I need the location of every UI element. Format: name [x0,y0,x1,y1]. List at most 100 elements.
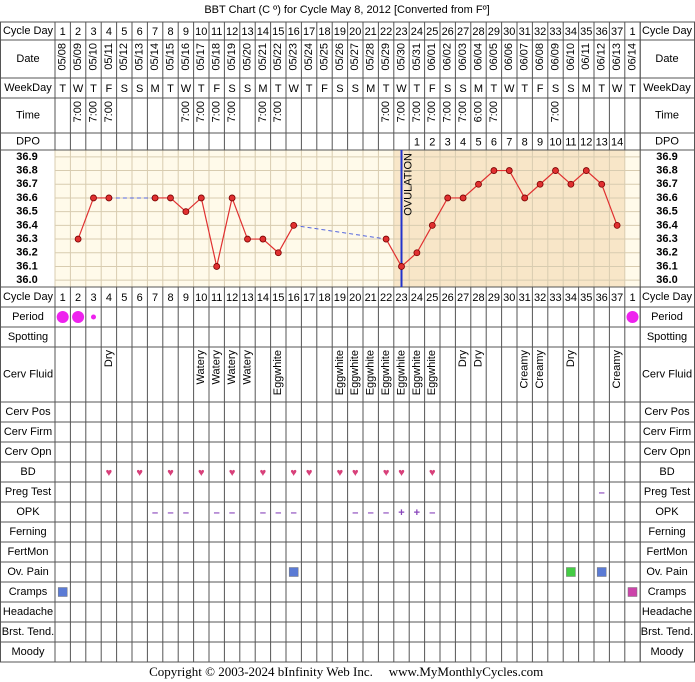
temperature-point [613,221,621,229]
temperature-point [552,167,559,174]
cell-text: T [198,83,205,95]
cell-text: ♥ [383,467,390,479]
y-tick-label-right: 36.2 [656,247,677,259]
cell-text: 27 [457,292,469,304]
cell-text: S [567,83,574,95]
cell-vertical-text: 05/25 [318,43,330,71]
cell-vertical-text: Watery [211,350,223,385]
cell-text: 36 [596,26,608,38]
y-tick-label-right: 36.0 [656,274,677,286]
temperature-point [151,194,159,202]
cell-text: ♥ [106,467,113,479]
cell-vertical-text: 05/17 [195,43,207,71]
y-tick-label-right: 36.6 [656,192,677,204]
row-label: Cycle Day [3,291,54,303]
cell-text: 13 [596,136,608,148]
row-label-right: FertMon [647,546,688,558]
cell-text: W [73,83,84,95]
cell-vertical-text: 06/03 [457,43,469,71]
cell-text: 1 [629,292,635,304]
row-label: Cycle Day [3,25,54,37]
cell-text: S [459,83,466,95]
cell-text: – [229,507,235,519]
cell-text: 7 [152,292,158,304]
cell-text: 31 [519,26,531,38]
cell-text: 3 [90,26,96,38]
cell-text: 28 [472,292,484,304]
row-label: Preg Test [5,486,51,498]
row-label: OPK [16,506,40,518]
row-label: Cerv Pos [5,406,51,418]
cell-text: 17 [303,26,315,38]
row-label: Brst. Tend. [2,626,54,638]
cell-text: ♥ [260,467,267,479]
row-label-right: Cerv Firm [643,426,691,438]
cell-text: S [136,83,143,95]
cell-text: W [181,83,192,95]
row-label-right: Cerv Opn [643,446,690,458]
cell-vertical-text: 06/02 [442,43,454,71]
cell-vertical-text: 06/10 [565,43,577,71]
cell-text: ♥ [337,467,344,479]
cell-text: 35 [580,26,592,38]
temperature-point [536,180,544,188]
row-label: Moody [11,646,45,658]
temperature-point [444,194,452,202]
cell-vertical-text: 05/26 [334,43,346,71]
cell-vertical-text: 06/09 [549,43,561,71]
cell-vertical-text: Creamy [519,350,531,389]
cell-text: 6 [491,136,497,148]
cell-text: 16 [288,26,300,38]
cell-text: W [504,83,515,95]
cell-text: M [151,83,160,95]
temperature-point [90,194,97,202]
cell-text: 20 [349,26,361,38]
cell-text: ♥ [198,467,205,479]
cell-vertical-text: 7:00 [457,101,469,122]
cell-text: M [582,83,591,95]
cell-vertical-text: 7:00 [72,101,84,122]
cell-vertical-text: 06/04 [472,43,484,71]
y-tick-label: 36.3 [16,233,37,245]
cell-text: 10 [195,26,207,38]
row-label: Cerv Fluid [3,368,53,380]
temperature-point [459,194,467,202]
cell-vertical-text: 05/23 [288,43,300,71]
cell-text: 9 [183,292,189,304]
cell-vertical-text: 05/19 [226,43,238,71]
cell-vertical-text: 05/08 [57,43,69,71]
cell-text: – [275,507,281,519]
copyright: Copyright © 2003-2024 bInfinity Web Inc. [149,664,373,679]
cell-text: 8 [522,136,528,148]
cell-vertical-text: 7:00 [442,101,454,122]
cell-text: – [368,507,374,519]
cell-text: 1 [629,26,635,38]
cell-text: 5 [121,292,127,304]
cell-text: ♥ [429,467,436,479]
cell-vertical-text: 6:00 [472,101,484,122]
cell-vertical-text: 7:00 [272,101,284,122]
symptom-marker [566,567,576,577]
temperature-point [197,194,205,202]
cell-vertical-text: Eggwhite [411,350,423,395]
cell-text: T [629,83,636,95]
row-label: Spotting [8,331,48,343]
cell-text: 11 [211,26,222,38]
cell-text: T [90,83,97,95]
row-label: Time [16,109,40,121]
cell-text: 8 [167,292,173,304]
cell-text: 25 [426,292,438,304]
cell-text: 32 [534,292,546,304]
cell-text: 9 [537,136,543,148]
cell-vertical-text: 05/22 [272,43,284,71]
cell-text: 29 [488,292,500,304]
cell-text: F [429,83,436,95]
cell-text: F [537,83,544,95]
cell-vertical-text: 7:00 [426,101,438,122]
cell-text: 22 [380,26,392,38]
cell-text: 14 [257,26,269,38]
temperature-point [598,180,606,188]
cell-text: 28 [472,26,484,38]
cell-vertical-text: 05/13 [134,43,146,71]
cell-text: 14 [611,136,623,148]
